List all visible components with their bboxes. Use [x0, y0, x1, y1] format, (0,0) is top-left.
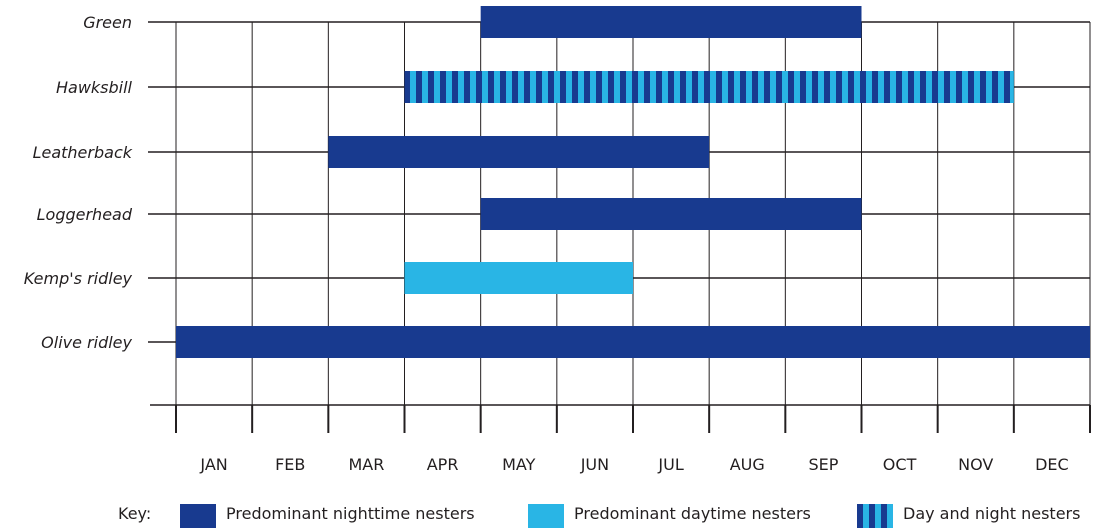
month-label-aug: AUG [730, 455, 765, 474]
month-label-sep: SEP [808, 455, 838, 474]
month-label-jun: JUN [580, 455, 609, 474]
legend-label: Key: [118, 504, 151, 523]
bar-hawksbill [404, 71, 1014, 103]
legend-swatch-day [528, 504, 564, 528]
bar-olive-ridley [176, 326, 1090, 358]
chart-legend: Key: Predominant nighttime nesters Predomi… [118, 504, 1080, 528]
legend-text-day: Predominant daytime nesters [574, 504, 811, 523]
species-label-loggerhead: Loggerhead [37, 205, 133, 224]
species-label-kemp-s-ridley: Kemp's ridley [24, 269, 133, 288]
species-label-hawksbill: Hawksbill [56, 78, 133, 97]
month-label-oct: OCT [883, 455, 917, 474]
species-label-olive-ridley: Olive ridley [41, 333, 132, 352]
month-label-jan: JAN [199, 455, 227, 474]
legend-text-both: Day and night nesters [903, 504, 1080, 523]
chart-bars [176, 6, 1090, 358]
month-label-nov: NOV [958, 455, 993, 474]
bar-green [480, 6, 862, 38]
bar-kemp-s-ridley [404, 262, 633, 294]
month-label-feb: FEB [275, 455, 305, 474]
month-label-jul: JUL [657, 455, 683, 474]
legend-swatch-night [180, 504, 216, 528]
species-label-leatherback: Leatherback [33, 143, 133, 162]
month-label-apr: APR [427, 455, 459, 474]
legend-swatch-both [857, 504, 893, 528]
chart-labels: JAN FEB MAR APR MAY JUN JUL AUG SEP OCT NOV DEC Gree… [24, 13, 1069, 474]
bar-leatherback [328, 136, 710, 168]
species-label-green: Green [83, 13, 132, 32]
legend-text-night: Predominant nighttime nesters [226, 504, 475, 523]
month-label-may: MAY [502, 455, 536, 474]
bar-loggerhead [480, 198, 862, 230]
month-label-dec: DEC [1035, 455, 1069, 474]
month-label-mar: MAR [348, 455, 384, 474]
